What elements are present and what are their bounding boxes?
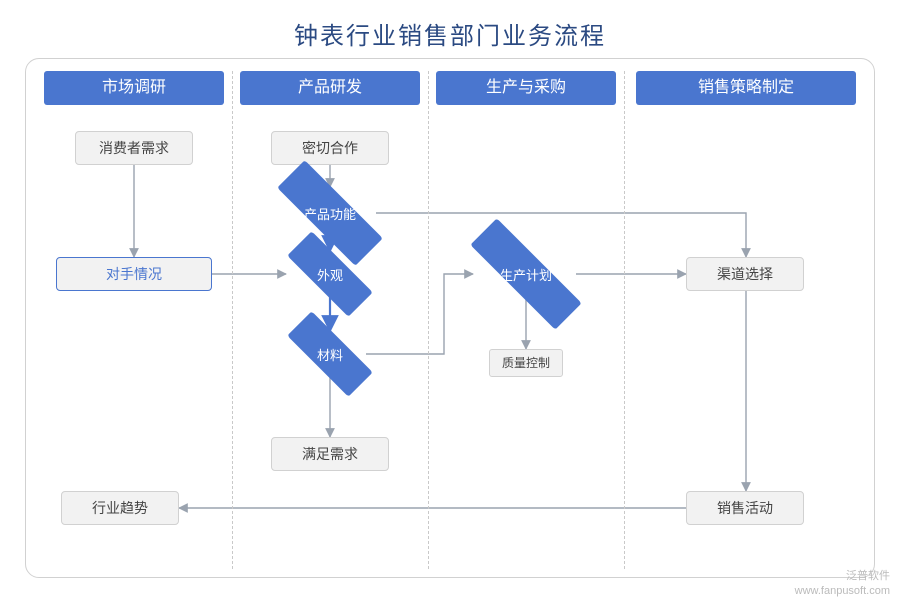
diamond-label: 生产计划 [500, 265, 552, 284]
flow-decision: 生产计划 [476, 249, 576, 299]
flow-decision: 外观 [294, 251, 366, 297]
column-header: 销售策略制定 [636, 71, 856, 105]
flow-panel: 市场调研产品研发生产与采购销售策略制定 消费者需求对手情况行业趋势 密切合作产品功… [25, 58, 875, 578]
flow-node-small: 质量控制 [489, 349, 563, 377]
flow-node: 销售活动 [686, 491, 804, 525]
flow-node: 渠道选择 [686, 257, 804, 291]
flow-node: 满足需求 [271, 437, 389, 471]
diamond-label: 产品功能 [304, 204, 356, 223]
page-title: 钟表行业销售部门业务流程 [0, 0, 900, 51]
column-header: 市场调研 [44, 71, 224, 105]
flow-node: 消费者需求 [75, 131, 193, 165]
column-header: 产品研发 [240, 71, 420, 105]
column-header: 生产与采购 [436, 71, 616, 105]
watermark-brand: 泛普软件 [795, 569, 890, 583]
flow-decision: 材料 [294, 331, 366, 377]
watermark-url: www.fanpusoft.com [795, 584, 890, 598]
flow-node: 密切合作 [271, 131, 389, 165]
flow-node: 行业趋势 [61, 491, 179, 525]
flow-decision: 产品功能 [284, 187, 376, 239]
diamond-label: 材料 [317, 345, 343, 364]
column-divider [624, 71, 625, 569]
flow-edge [366, 274, 473, 354]
column-divider [428, 71, 429, 569]
watermark: 泛普软件 www.fanpusoft.com [795, 569, 890, 598]
flow-node: 对手情况 [56, 257, 212, 291]
column-divider [232, 71, 233, 569]
diamond-label: 外观 [317, 265, 343, 284]
